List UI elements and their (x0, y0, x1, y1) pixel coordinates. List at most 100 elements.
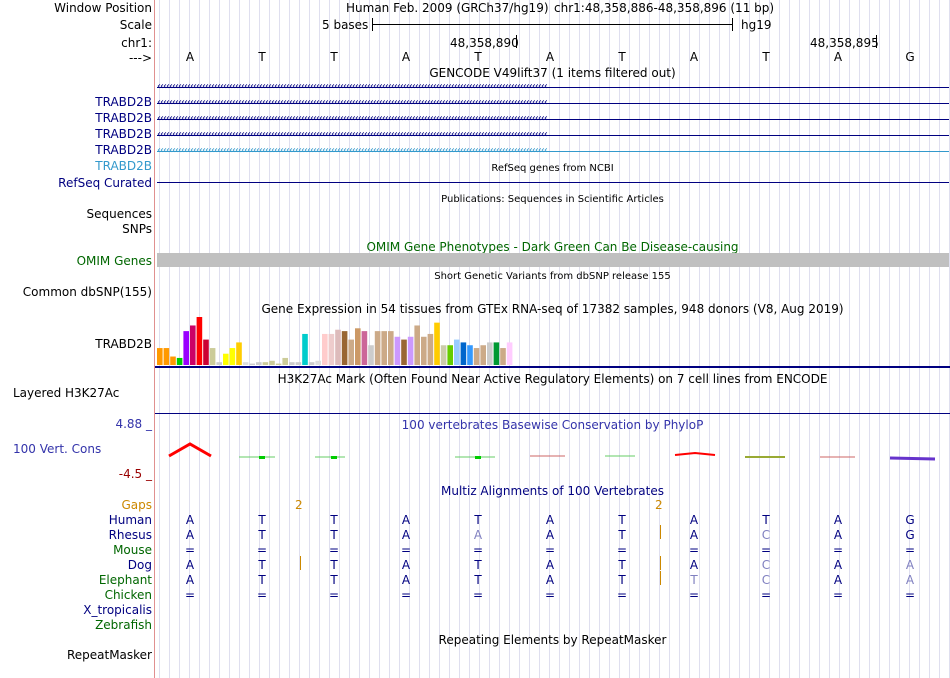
refseq-track-title[interactable]: RefSeq genes from NCBI (491, 163, 614, 174)
panel-divider[interactable] (154, 0, 155, 678)
gtex-bar[interactable] (467, 345, 473, 365)
phylop-score-mark[interactable] (168, 442, 212, 458)
gtex-bar[interactable] (381, 331, 387, 365)
gencode-item-label[interactable]: TRABD2B (95, 127, 152, 141)
gtex-bar[interactable] (440, 345, 447, 365)
gtex-bar[interactable] (355, 328, 361, 365)
gtex-bar[interactable] (407, 336, 414, 365)
phylop-score-mark[interactable] (331, 456, 337, 459)
gtex-bar[interactable] (289, 362, 295, 365)
gtex-bar[interactable] (341, 331, 348, 365)
gtex-bar[interactable] (190, 325, 196, 365)
gtex-bar[interactable] (163, 348, 170, 365)
gtex-bar[interactable] (434, 322, 440, 365)
gencode-transcript[interactable]: ‹‹‹‹‹‹‹‹‹‹‹‹‹‹‹‹‹‹‹‹‹‹‹‹‹‹‹‹‹‹‹‹‹‹‹‹‹‹‹‹… (157, 98, 949, 109)
dbsnp-track-label[interactable]: Common dbSNP(155) (22, 285, 152, 299)
gencode-item-label[interactable]: TRABD2B (95, 95, 152, 109)
gencode-item-label[interactable]: TRABD2B (95, 111, 152, 125)
pubs-snps-label[interactable]: SNPs (122, 222, 152, 236)
gtex-bar[interactable] (427, 333, 434, 365)
repeatmasker-track-label[interactable]: RepeatMasker (66, 648, 152, 662)
cons-track-label[interactable]: 100 Vert. Cons (13, 442, 102, 456)
gtex-bar[interactable] (256, 362, 262, 365)
gtex-bar[interactable] (308, 362, 315, 365)
gtex-bar[interactable] (401, 339, 407, 365)
gtex-bar[interactable] (506, 342, 513, 365)
gtex-bar[interactable] (183, 331, 189, 365)
phylop-score-mark[interactable] (475, 456, 481, 459)
gtex-bar[interactable] (216, 362, 222, 365)
gtex-bar[interactable] (236, 342, 242, 365)
repeatmasker-track-title[interactable]: Repeating Elements by RepeatMasker (438, 633, 667, 647)
gtex-bar[interactable] (421, 336, 427, 365)
gencode-track-title[interactable]: GENCODE V49lift37 (1 items filtered out) (429, 66, 676, 80)
gtex-bar[interactable] (275, 363, 282, 365)
gtex-bar[interactable] (493, 342, 500, 365)
refseq-track-label[interactable]: RefSeq Curated (58, 176, 152, 190)
phylop-score-mark[interactable] (889, 456, 936, 461)
gtex-bar[interactable] (223, 353, 229, 365)
gtex-bar[interactable] (315, 360, 321, 365)
gtex-track-title[interactable]: Gene Expression in 54 tissues from GTEx … (261, 302, 844, 316)
gtex-bar[interactable] (480, 345, 486, 365)
gtex-bar[interactable] (460, 342, 467, 365)
gtex-bar[interactable] (302, 333, 308, 365)
gap-insertion-marker (660, 571, 661, 585)
gtex-bar[interactable] (414, 325, 420, 365)
pubs-track-title[interactable]: Publications: Sequences in Scientific Ar… (441, 194, 664, 205)
gtex-bar[interactable] (361, 331, 368, 365)
pubs-sequences-label[interactable]: Sequences (86, 207, 152, 221)
gtex-bar[interactable] (335, 329, 341, 365)
gtex-bar[interactable] (209, 348, 216, 365)
alignment-base: = (544, 588, 556, 602)
gtex-bar[interactable] (203, 339, 209, 365)
gencode-transcript[interactable]: ‹‹‹‹‹‹‹‹‹‹‹‹‹‹‹‹‹‹‹‹‹‹‹‹‹‹‹‹‹‹‹‹‹‹‹‹‹‹‹‹… (157, 146, 949, 157)
strand-label[interactable]: ---> (128, 51, 152, 65)
omim-track-label[interactable]: OMIM Genes (76, 254, 152, 268)
h3k27ac-track-label[interactable]: Layered H3K27Ac (13, 386, 120, 400)
gtex-bar[interactable] (295, 362, 302, 365)
omim-track-title[interactable]: OMIM Gene Phenotypes - Dark Green Can Be… (366, 240, 739, 254)
gtex-bar[interactable] (388, 331, 394, 365)
gencode-transcript[interactable]: ‹‹‹‹‹‹‹‹‹‹‹‹‹‹‹‹‹‹‹‹‹‹‹‹‹‹‹‹‹‹‹‹‹‹‹‹‹‹‹‹… (157, 114, 949, 125)
gtex-bar[interactable] (170, 356, 176, 365)
cons-track-title[interactable]: 100 vertebrates Basewise Conservation by… (401, 418, 704, 432)
gtex-bar[interactable] (229, 348, 236, 365)
gtex-bar[interactable] (500, 348, 506, 365)
h3k27ac-track-title[interactable]: H3K27Ac Mark (Often Found Near Active Re… (277, 372, 828, 386)
gtex-track-label[interactable]: TRABD2B (95, 337, 152, 351)
gtex-bar[interactable] (196, 317, 203, 365)
gtex-bar[interactable] (282, 357, 288, 365)
gtex-bar[interactable] (487, 342, 493, 365)
gtex-bar[interactable] (394, 336, 401, 365)
gtex-bar[interactable] (473, 348, 480, 365)
gtex-bar[interactable] (328, 333, 335, 365)
gtex-expression-chart[interactable] (155, 313, 950, 369)
gtex-bar[interactable] (374, 331, 381, 365)
phylop-score-mark[interactable] (259, 456, 265, 459)
gtex-bar[interactable] (447, 345, 453, 365)
gtex-bar[interactable] (269, 360, 275, 365)
phylop-conservation-plot[interactable] (155, 440, 950, 470)
alignment-base: A (689, 513, 699, 527)
gencode-item-label[interactable]: TRABD2B (95, 159, 152, 173)
gencode-transcript[interactable]: ‹‹‹‹‹‹‹‹‹‹‹‹‹‹‹‹‹‹‹‹‹‹‹‹‹‹‹‹‹‹‹‹‹‹‹‹‹‹‹‹… (157, 82, 949, 93)
alignment-base: = (256, 588, 268, 602)
dbsnp-track-title[interactable]: Short Genetic Variants from dbSNP releas… (434, 271, 671, 282)
gencode-transcript[interactable]: ‹‹‹‹‹‹‹‹‹‹‹‹‹‹‹‹‹‹‹‹‹‹‹‹‹‹‹‹‹‹‹‹‹‹‹‹‹‹‹‹… (157, 130, 949, 141)
gtex-bar[interactable] (454, 339, 460, 365)
phylop-score-mark[interactable] (674, 451, 716, 456)
refseq-gene-line[interactable] (157, 182, 949, 183)
multiz-track-title[interactable]: Multiz Alignments of 100 Vertebrates (440, 484, 665, 498)
gtex-bar[interactable] (249, 363, 255, 365)
gtex-bar[interactable] (348, 339, 354, 365)
omim-gene-bar[interactable] (157, 253, 949, 267)
gencode-item-label[interactable]: TRABD2B (95, 143, 152, 157)
gtex-bar[interactable] (176, 357, 183, 365)
grid-line (859, 0, 860, 678)
gtex-bar[interactable] (262, 362, 269, 365)
gtex-bar[interactable] (322, 333, 328, 365)
gtex-bar[interactable] (242, 362, 249, 365)
gtex-bar[interactable] (368, 345, 374, 365)
gtex-bar[interactable] (157, 348, 163, 365)
